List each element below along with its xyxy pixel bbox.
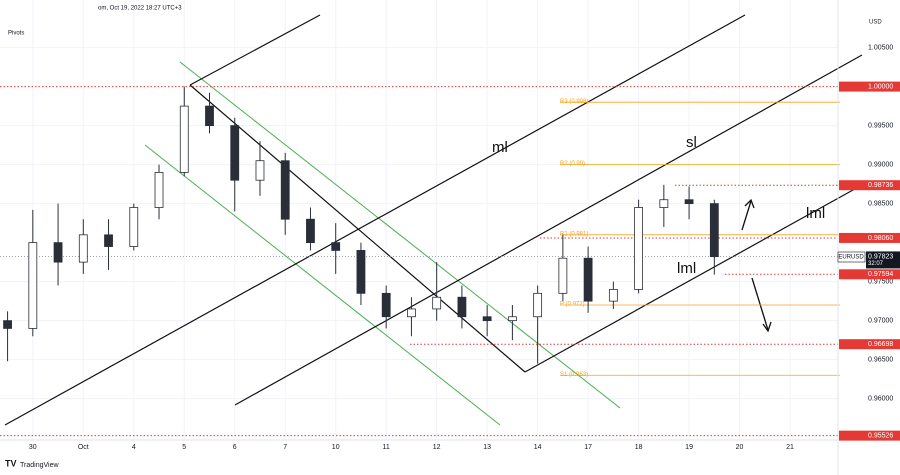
candle-body [583, 257, 593, 302]
x-tick-label: 21 [786, 444, 794, 451]
x-tick-label: 14 [534, 444, 542, 451]
candle-body [407, 308, 416, 318]
candle-body [659, 199, 669, 208]
level-box [839, 81, 900, 92]
x-tick-label: 10 [332, 444, 340, 451]
watermark-logo: TV [5, 458, 17, 468]
candle-body [53, 242, 63, 263]
level-label: 0.97594 [868, 271, 893, 278]
pivot-label: P (0.972) [560, 302, 585, 308]
candle-body [709, 203, 719, 258]
level-label: 0.96698 [868, 341, 893, 348]
arrow-head [762, 321, 772, 333]
x-tick-label: 13 [483, 444, 491, 451]
candle-body [255, 160, 265, 181]
arrow-head [744, 198, 755, 209]
annotation: ml [492, 139, 508, 156]
level-box [839, 180, 900, 191]
candle-body [78, 234, 88, 263]
level-box [839, 430, 900, 441]
plot: R3 (0.998) R2 (0.99) R1 (0.981) P (0.972) S1… [0, 14, 863, 437]
x-tick-label: 30 [29, 444, 37, 451]
pitchfork-line [524, 184, 863, 373]
candle-body [230, 125, 240, 181]
candle-body [684, 199, 694, 205]
arrow [741, 200, 752, 231]
candle-body [129, 207, 139, 247]
candle-body [432, 296, 442, 310]
candle-body [28, 242, 38, 329]
level-label: 1.00000 [868, 83, 893, 90]
candle-body [558, 257, 568, 294]
candle-body [179, 105, 189, 173]
level-box [839, 269, 900, 280]
level-label: 0.98736 [868, 182, 893, 189]
channel-line [144, 144, 501, 426]
symbol-box [837, 251, 866, 263]
x-tick-label: 17 [584, 444, 592, 451]
candle-body [3, 320, 12, 329]
candle-body [356, 250, 366, 294]
watermark: TradingView [20, 462, 59, 469]
pitchfork-line [234, 54, 863, 406]
annotation: lml [677, 260, 696, 277]
x-tick-label: 7 [283, 444, 287, 451]
pitchfork-line [189, 14, 321, 86]
pivot-label: R3 (0.998) [560, 99, 588, 105]
y-tick-label: 0.96500 [868, 356, 893, 363]
countdown: 32:07 [868, 261, 884, 267]
header: om, Oct 19, 2022 18:27 UTC+3 [98, 6, 182, 12]
x-tick-label: Oct [78, 444, 89, 451]
pivot-label: R2 (0.99) [560, 161, 585, 167]
candle-body [634, 207, 643, 290]
y-tick-label: 0.99000 [868, 161, 893, 168]
y-tick-label: 0.98500 [868, 200, 893, 207]
level-box [839, 339, 900, 350]
annotation: lml [806, 205, 825, 222]
candle-body [507, 316, 517, 322]
trend-line [189, 84, 526, 373]
annotation: sl [686, 134, 697, 151]
symbol: EURUSD [838, 255, 864, 261]
pivot-label: S1 (0.963) [560, 372, 588, 378]
candle-body [280, 160, 290, 220]
x-tick-label: 19 [685, 444, 693, 451]
x-tick-label: 11 [383, 444, 390, 451]
candle-body [331, 242, 341, 251]
level-label: 0.95526 [868, 432, 893, 439]
candle-body [154, 172, 164, 208]
y-tick-label: 0.99500 [868, 122, 893, 129]
candle-body [482, 316, 492, 322]
level-box [839, 232, 900, 243]
currency: USD [869, 20, 882, 26]
x-tick-label: 6 [233, 444, 237, 451]
axes: 1.00500 0.99500 0.99000 0.98500 0.97500 0.970… [29, 44, 900, 451]
x-tick-label: 12 [433, 444, 441, 451]
candle-body [381, 292, 391, 318]
y-tick-label: 0.97500 [868, 278, 893, 285]
x-tick-label: 20 [736, 444, 744, 451]
channel-line [179, 61, 621, 409]
y-tick-label: 1.00500 [868, 44, 893, 51]
candle-body [205, 105, 214, 127]
current-price-box [866, 251, 900, 269]
y-tick-label: 0.97000 [868, 317, 893, 324]
pivot-label: R1 (0.981) [560, 231, 588, 237]
candle-body [457, 296, 467, 318]
pitchfork-line [4, 14, 746, 426]
x-tick-label: 4 [132, 444, 136, 451]
candle-body [608, 289, 618, 302]
y-tick-label: 0.96000 [868, 395, 893, 402]
candle-body [306, 218, 315, 244]
arrow [751, 277, 769, 331]
level-label: 0.98060 [868, 235, 893, 242]
candle-body [533, 292, 543, 318]
current-price-label: 0.97823 [868, 253, 893, 260]
x-tick-label: 5 [182, 444, 186, 451]
candle-body [104, 234, 113, 247]
indicator-label: Pivots [8, 31, 24, 37]
x-tick-label: 18 [635, 444, 643, 451]
